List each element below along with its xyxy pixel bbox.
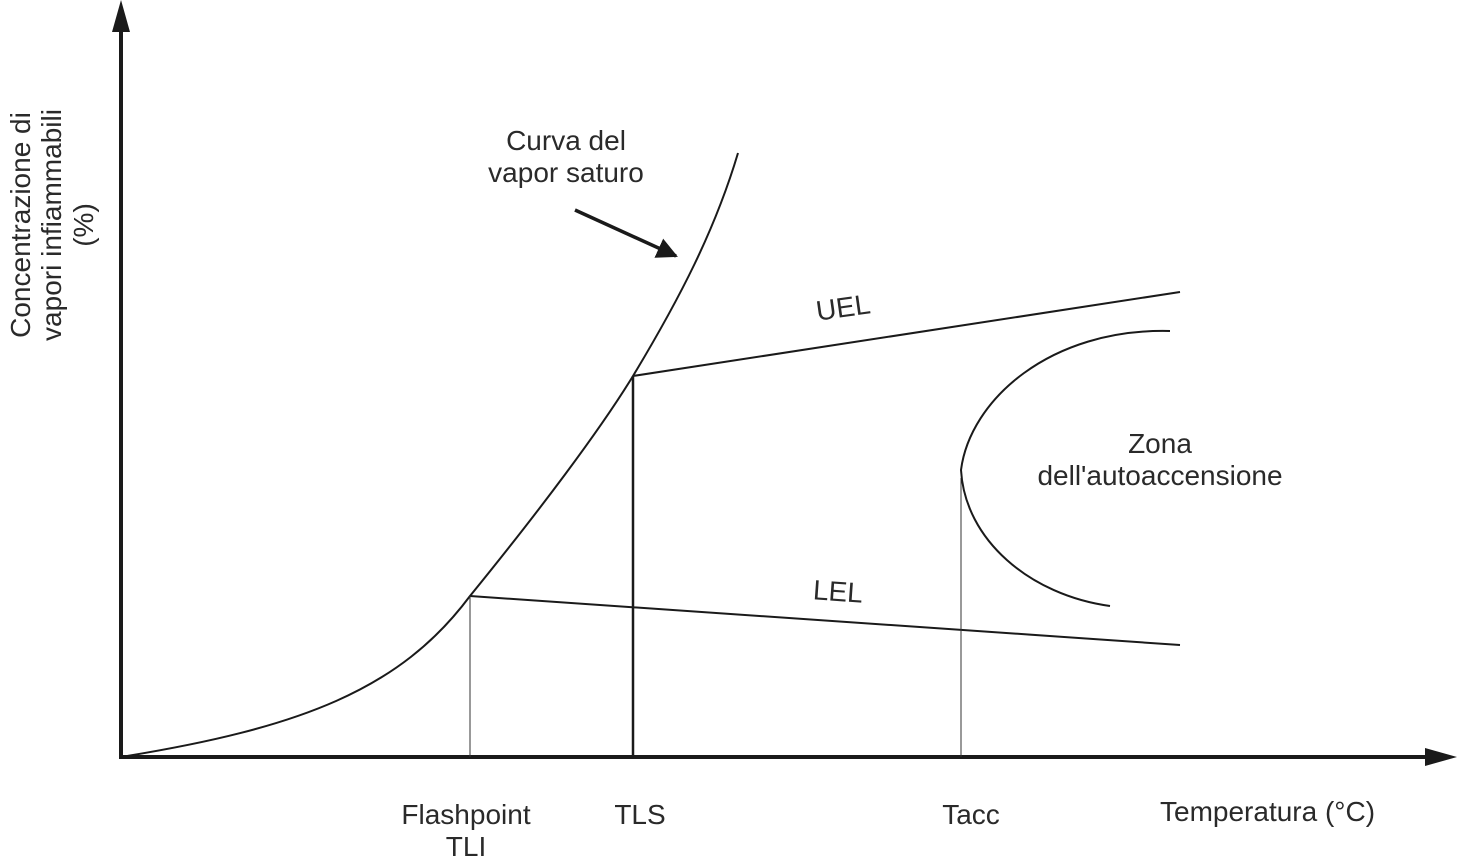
saturation-curve [120,152,739,758]
saturation-curve-label-line-1: Curva del [506,125,626,156]
autoignition-zone-label: Zona dell'autoaccensione [1010,428,1310,492]
lel-line [469,595,1181,646]
saturation-pointer-arrow [574,208,678,258]
flashpoint-tick-label: Flashpoint TLI [380,799,552,863]
autoignition-zone-label-line-1: Zona [1128,428,1192,459]
y-axis-label-line-3: (%) [67,203,99,247]
y-axis-label-line-2: vapori infiammabili [36,109,68,341]
y-axis-label-line-1: Concentrazione di [5,112,36,338]
saturation-curve-label-line-2: vapor saturo [488,157,644,189]
autoignition-zone-label-line-2: dell'autoaccensione [1037,460,1283,492]
x-axis-arrow [1425,748,1457,766]
y-axis-arrow [112,0,130,32]
autoignition-zone-curve [959,329,1171,607]
y-axis-label: Concentrazione di vapori infiammabili (%… [5,40,105,410]
x-axis-label: Temperatura (°C) [1160,796,1376,827]
flashpoint-tick-label-line-1: Flashpoint [401,799,531,830]
lel-label: LEL [812,574,864,609]
uel-line [632,291,1181,377]
flashpoint-tick-label-line-2: TLI [445,831,487,863]
saturation-curve-label: Curva del vapor saturo [466,125,666,189]
tacc-tick-label: Tacc [942,799,1000,830]
tls-tick-label: TLS [614,799,666,830]
